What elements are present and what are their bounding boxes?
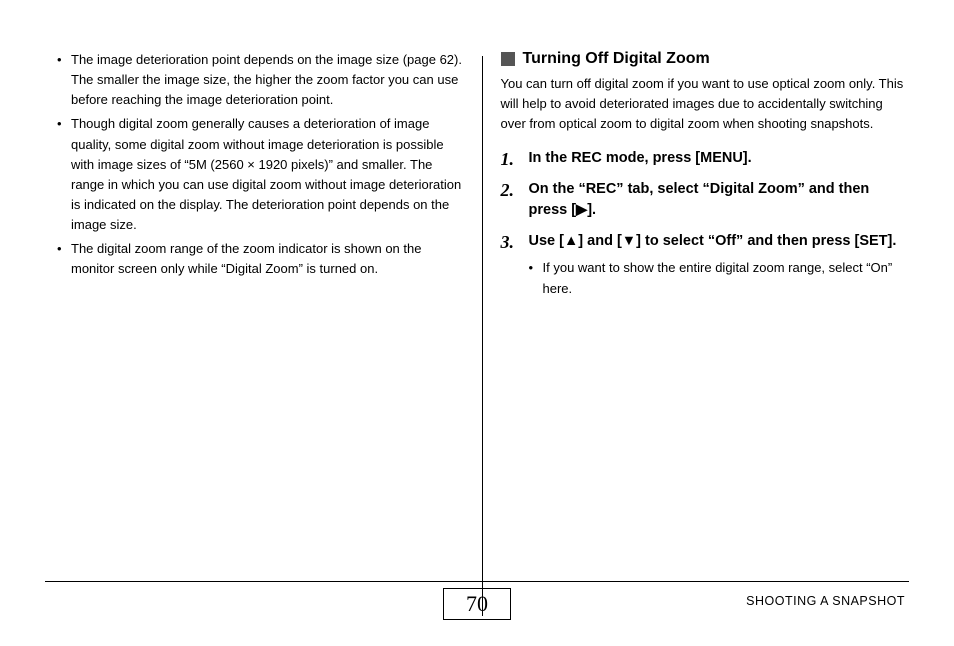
section-heading: Turning Off Digital Zoom (523, 50, 710, 68)
step-sub-list: If you want to show the entire digital z… (529, 258, 910, 298)
info-bullet: Though digital zoom generally causes a d… (55, 114, 464, 235)
step-item: On the “REC” tab, select “Digital Zoom” … (501, 179, 910, 221)
step-item: In the REC mode, press [MENU]. (501, 148, 910, 169)
footer-row: 70 SHOOTING A SNAPSHOT (45, 590, 909, 622)
manual-page: The image deterioration point depends on… (0, 0, 954, 646)
two-column-layout: The image deterioration point depends on… (55, 50, 909, 595)
page-footer: 70 SHOOTING A SNAPSHOT (45, 581, 909, 622)
step-text: On the “REC” tab, select “Digital Zoom” … (529, 181, 870, 218)
heading-row: Turning Off Digital Zoom (501, 50, 910, 68)
info-bullet: The digital zoom range of the zoom indic… (55, 239, 464, 279)
step-text: In the REC mode, press [MENU]. (529, 150, 752, 166)
steps-list: In the REC mode, press [MENU]. On the “RE… (501, 148, 910, 298)
step-sub-bullet: If you want to show the entire digital z… (529, 258, 910, 298)
info-bullet-list: The image deterioration point depends on… (55, 50, 464, 280)
step-item: Use [▲] and [▼] to select “Off” and then… (501, 231, 910, 298)
footer-rule (45, 581, 909, 582)
step-text: Use [▲] and [▼] to select “Off” and then… (529, 233, 897, 249)
left-column: The image deterioration point depends on… (55, 50, 482, 595)
section-intro: You can turn off digital zoom if you wan… (501, 74, 910, 134)
square-bullet-icon (501, 52, 515, 66)
section-label: SHOOTING A SNAPSHOT (746, 594, 905, 608)
info-bullet: The image deterioration point depends on… (55, 50, 464, 110)
right-column: Turning Off Digital Zoom You can turn of… (483, 50, 910, 595)
page-number: 70 (443, 588, 511, 620)
